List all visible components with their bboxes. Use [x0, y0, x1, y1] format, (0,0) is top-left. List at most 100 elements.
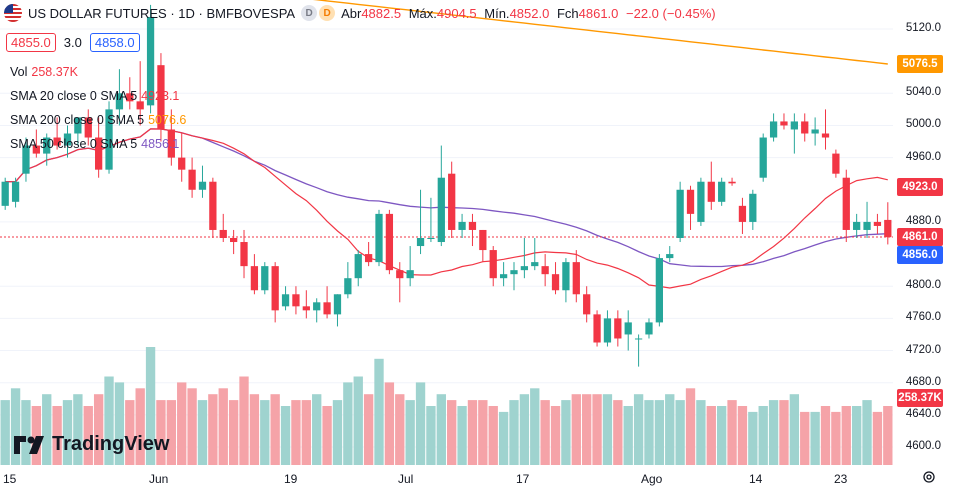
candle-body: [531, 262, 539, 267]
candle: [686, 185, 695, 230]
indicator-sma-20[interactable]: SMA 20 close 0 SMA 5 4923.1: [10, 89, 180, 103]
sell-button[interactable]: 4855.0: [6, 33, 56, 52]
candle: [43, 133, 51, 166]
candle-body: [842, 177, 850, 230]
candle-body: [406, 270, 414, 279]
indicator-sma-200[interactable]: SMA 200 close 0 SMA 5 5076.6: [10, 113, 187, 127]
y-tick-label: 5040.0: [905, 86, 941, 99]
data-status-badge-icon[interactable]: D: [319, 5, 336, 21]
candle-body: [219, 229, 227, 238]
volume-bar: [145, 347, 156, 465]
candle-body: [63, 133, 72, 146]
volume-bar: [623, 406, 633, 465]
volume-bar: [737, 406, 748, 465]
candle-body: [718, 181, 726, 202]
volume-bar: [696, 400, 706, 465]
candle: [666, 246, 674, 263]
candlesticks: [1, 4, 892, 367]
settings-gear-icon[interactable]: [922, 470, 936, 484]
volume-bar: [530, 388, 540, 465]
volume-bar: [125, 400, 135, 465]
candle: [105, 101, 113, 174]
volume-bar: [602, 394, 613, 465]
candle-body: [375, 213, 383, 263]
candle: [759, 133, 767, 182]
volume-bar: [447, 400, 457, 465]
candle: [364, 242, 373, 267]
volume-bar: [665, 394, 675, 465]
buy-button[interactable]: 4858.0: [89, 33, 140, 52]
candle: [738, 197, 747, 234]
candle-body: [396, 270, 404, 279]
y-tick-label: 5000.0: [905, 118, 941, 131]
candle: [593, 310, 601, 347]
volume-bar: [488, 406, 498, 465]
candle-body: [126, 93, 134, 102]
candle-body: [510, 270, 518, 275]
tradingview-logo[interactable]: TradingView: [14, 433, 169, 456]
candle-body: [603, 318, 612, 343]
candle: [240, 229, 248, 279]
candle-body: [884, 219, 892, 238]
candle: [406, 246, 414, 287]
price-tag: 258.37K: [897, 389, 943, 407]
volume-bar: [571, 394, 581, 465]
volume-bar: [301, 400, 311, 465]
candle: [95, 117, 103, 178]
trade-panel: 4855.0 3.0 4858.0: [6, 33, 140, 52]
candle: [603, 310, 612, 347]
x-label: 19: [284, 472, 298, 486]
volume-bar: [872, 411, 883, 465]
candle: [468, 213, 477, 247]
x-label: Ago: [641, 472, 663, 486]
candle-body: [11, 181, 20, 202]
candle-body: [333, 294, 342, 315]
candle-body: [1, 181, 9, 206]
volume-bar: [467, 400, 478, 465]
volume-bar: [789, 394, 800, 465]
y-tick-label: 4680.0: [905, 375, 941, 388]
candle: [728, 177, 736, 186]
candle-body: [146, 16, 155, 106]
volume-bar: [0, 400, 10, 465]
candle-body: [811, 129, 819, 134]
symbol-title[interactable]: US DOLLAR FUTURES · 1D · BMFBOVESPA: [28, 5, 296, 21]
volume-bar: [322, 406, 332, 465]
volume-bar: [73, 394, 83, 465]
candle: [520, 238, 529, 279]
indicator-sma-50[interactable]: SMA 50 close 0 SMA 5 4856.1: [10, 137, 180, 151]
candle: [873, 213, 882, 234]
candle: [84, 109, 92, 146]
candle: [614, 310, 622, 347]
volume-bar: [540, 400, 550, 465]
candle: [624, 310, 632, 351]
delayed-badge-icon[interactable]: D: [301, 5, 318, 21]
volume-bar: [291, 400, 301, 465]
candle: [261, 262, 269, 295]
candle: [1, 177, 9, 210]
candle: [562, 258, 570, 303]
candle: [229, 229, 238, 255]
volume-bar: [779, 400, 789, 465]
candle: [292, 286, 300, 315]
candle-body: [229, 238, 238, 243]
candle: [884, 202, 892, 245]
candle-body: [666, 254, 674, 259]
candle: [22, 137, 30, 182]
candle-body: [84, 117, 92, 138]
volume-bar: [592, 394, 602, 465]
volume-bar: [177, 382, 187, 465]
volume-bar: [62, 400, 73, 465]
indicator-volume[interactable]: Vol 258.37K: [10, 65, 78, 79]
volume-bar: [550, 406, 561, 465]
candle: [344, 262, 352, 299]
candle-body: [676, 189, 684, 238]
candle: [209, 177, 217, 238]
volume-bar: [561, 400, 571, 465]
volume-bar: [862, 400, 872, 465]
candle: [655, 254, 664, 327]
volume-bar: [820, 406, 831, 465]
candle-body: [323, 302, 331, 315]
volume-bar: [405, 400, 415, 465]
